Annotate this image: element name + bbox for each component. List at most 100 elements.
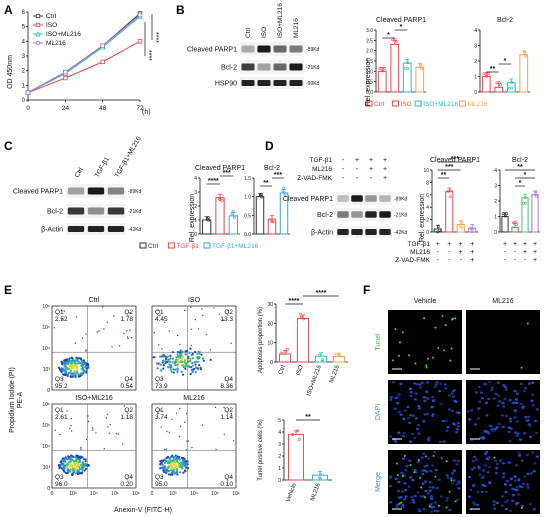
panel-d-bar-cond-sign: + [459,241,463,248]
panel-e-q1-label: Q1 [55,407,64,414]
panel-e-event-dot [173,459,176,462]
panel-e-ylabel-outer: Propidium Iodide (PI) [9,367,16,433]
panel-f-nucleus [395,505,399,508]
panel-f-nucleus [494,459,498,463]
panel-d-cond-sign: - [370,175,373,182]
panel-c-parp1-point [220,199,224,202]
panel-b-0-band-speck [248,50,250,51]
panel-e-event-dot [84,462,87,465]
panel-c-legend-label: Ctrl [148,243,159,250]
panel-e-event-dot [64,369,67,373]
panel-d-parp1-point [458,225,462,228]
panel-e-event-dot [77,460,80,464]
panel-label-d: D [265,139,274,153]
panel-e-event-dot [230,412,233,415]
panel-d-1-band-speck [351,213,353,214]
panel-label-b: B [176,3,185,17]
panel-d-bcl2-bar [521,197,529,233]
panel-d-2-band-speck [386,234,389,236]
panel-e-event-dot [86,464,89,467]
panel-d-bar-cond-label: Z-VAD-FMK [395,257,431,264]
panel-e-event-dot [178,458,181,461]
panel-b-parp1-point [393,38,397,41]
panel-f-tunel-signal [443,349,446,352]
panel-f-nucleus [522,405,526,408]
panel-f-nucleus [520,485,524,488]
panel-f-nucleus [409,387,413,390]
panel-e-apop-bar [332,356,346,363]
panel-b-1-band-speck [265,68,267,69]
panel-e-event-dot [68,462,71,465]
panel-c-kd-label: -42Kd [128,227,142,233]
panel-b-2-membrane [240,77,304,89]
panel-c-parp1-sig: **** [208,178,219,185]
panel-e-ytick-label: 0 [47,486,50,492]
panel-b-parp1-ytick-label: 2.5 [366,38,373,44]
panel-e-event-dot [167,470,170,473]
panel-e-event-dot [196,367,199,370]
panel-e-event-dot [82,360,85,363]
panel-f-col-label: ML216 [492,298,514,305]
panel-c-parp1-ytick-label: 4 [194,176,197,182]
panel-e-event-dot [62,462,65,465]
panel-f-nucleus [400,471,404,475]
panel-f-nucleus [411,498,415,502]
panel-e-event-dot [179,356,182,359]
panel-e-event-dot [159,314,161,316]
panel-b-lane-label: ML216 [293,18,300,38]
panel-e-event-dot [129,329,131,331]
panel-c-0-band-speck [117,193,119,194]
panel-f-nucleus [488,465,492,469]
panel-e-q2-value: 1.14 [220,414,233,421]
panel-e-q3-value: 73.9 [155,383,168,390]
panel-e-event-dot [81,372,84,375]
panel-f-nucleus [451,472,455,475]
panel-f-nucleus [409,476,413,479]
panel-e-event-dot [82,371,85,374]
panel-d-cond-sign: + [383,166,387,173]
panel-d-bcl2-ytick-label: 3 [494,184,497,190]
panel-f-nucleus [450,392,454,395]
panel-f-tunel-signal [434,475,437,478]
panel-e-event-dot [176,363,179,366]
panel-f-nucleus [496,381,500,384]
panel-d-bar-cond-sign: - [448,249,451,256]
panel-b-bcl2-ytick-label: 4 [474,28,477,34]
panel-f-nucleus [530,399,534,402]
panel-e-event-dot [169,354,172,357]
panel-d-parp1-point [438,228,442,232]
panel-e-event-dot [83,469,86,472]
panel-e-tunel-ytick-label: 3 [278,442,281,448]
panel-e-q2-value: 1.78 [120,316,133,323]
panel-b-bcl2-title: Bcl-2 [497,17,513,24]
panel-b-lane-label: ISO [261,27,268,38]
panel-e-event-dot [174,359,177,362]
panel-f-tunel-signal [454,500,457,503]
panel-f-nucleus [483,464,487,467]
panel-b-bcl2-bar [494,86,504,93]
panel-e-event-dot [83,362,86,365]
panel-f-tunel-signal [408,354,411,357]
panel-e-event-dot [117,433,120,435]
panel-d-kd-label: -21Kd [394,213,408,219]
panel-f-nucleus [477,465,481,468]
panel-f-nucleus [523,432,527,435]
panel-e-event-dot [74,467,77,470]
panel-b-parp1-sig: * [387,32,390,39]
panel-f-nucleus [520,459,525,462]
panel-e-event-dot [63,470,66,473]
panel-e-event-dot [184,309,186,312]
panel-d-parp1-sig: *** [451,156,459,163]
panel-b-ylabel: Rel. expression [365,58,372,106]
panel-e-xtick-label: 10⁴ [90,491,98,497]
panel-f-nucleus [518,438,523,441]
panel-f-nucleus [492,397,496,400]
panel-c-0-band-speck [78,187,80,188]
panel-e-event-dot [85,333,87,335]
panel-a-point [137,39,143,44]
panel-e-event-dot [153,356,156,359]
panel-e-apop-point [335,352,338,356]
panel-b-bcl2-ytick-label: 2 [474,59,477,65]
panel-f-nucleus [470,409,474,412]
panel-e-apop-ytick-label: 20 [267,321,273,327]
